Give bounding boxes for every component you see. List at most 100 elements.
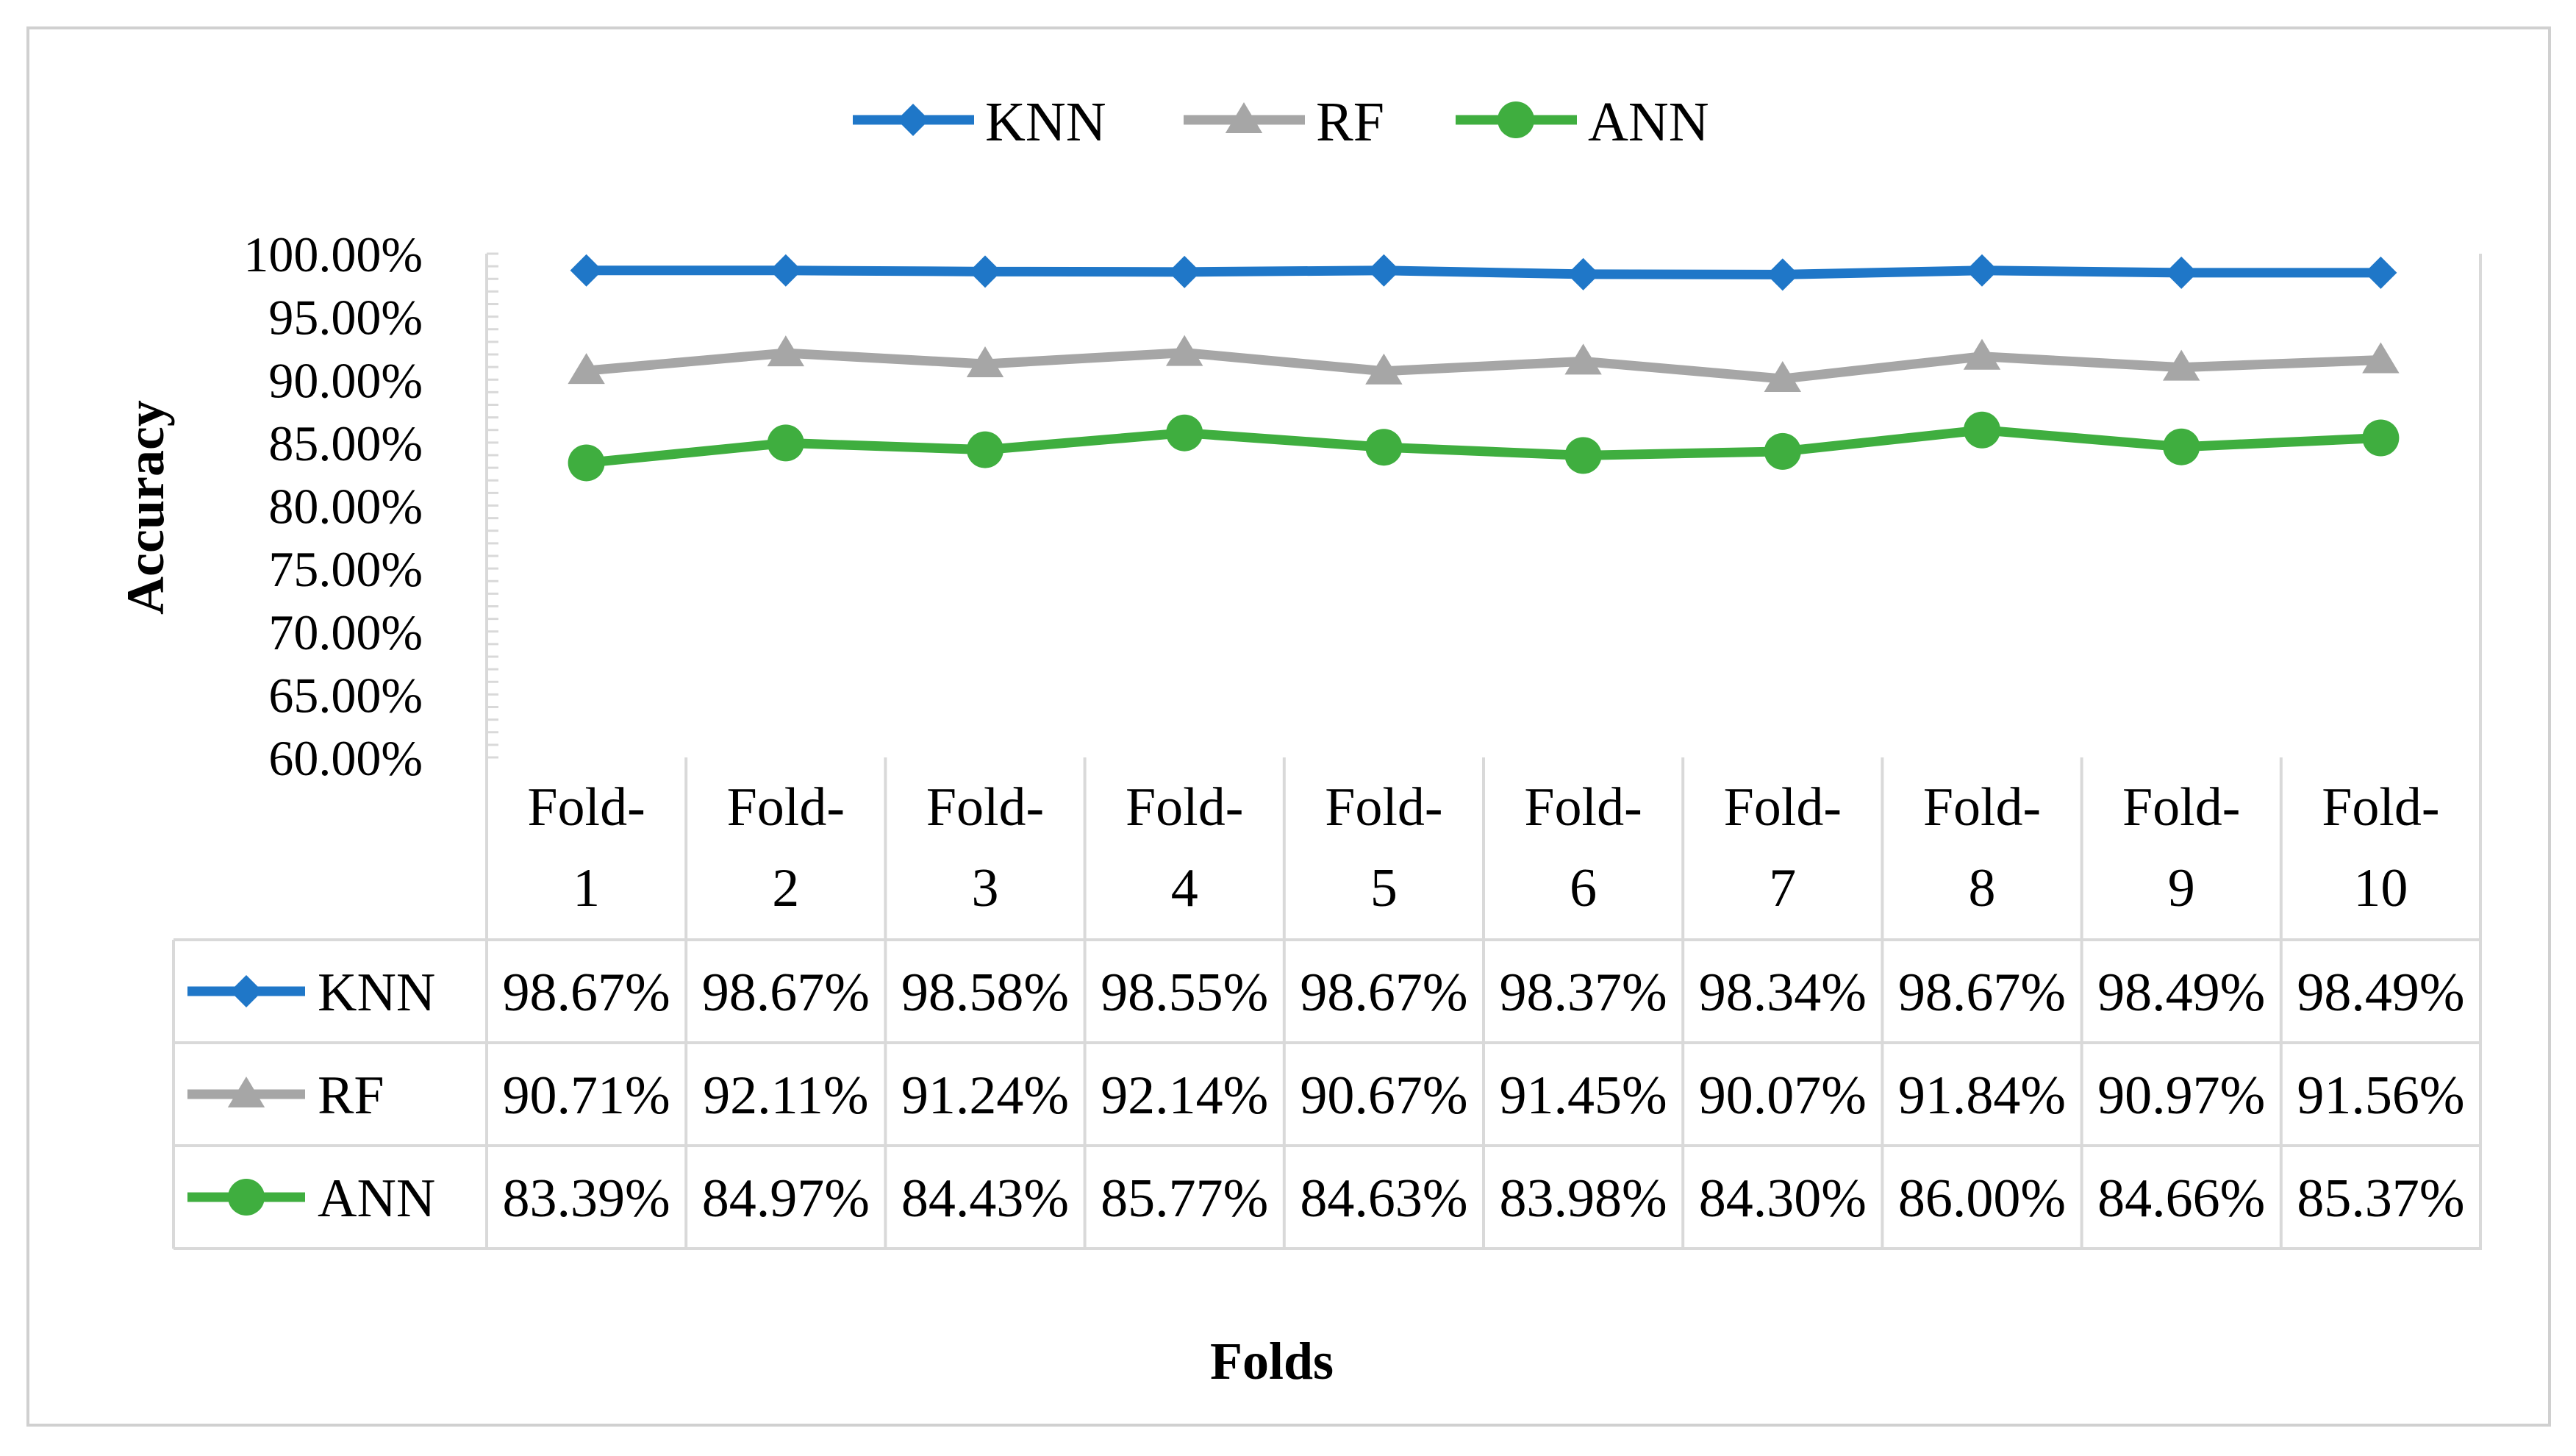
y-tick-label: 100.00% — [243, 226, 423, 282]
table-cell-value: 84.43% — [901, 1168, 1069, 1229]
x-category-label: 8 — [1969, 858, 1996, 918]
table-cell-value: 98.34% — [1699, 963, 1867, 1023]
data-point-knn — [969, 255, 1001, 288]
y-tick-label: 80.00% — [268, 479, 423, 535]
x-axis-title: Folds — [1210, 1332, 1334, 1391]
y-tick-label: 70.00% — [268, 604, 423, 660]
data-point-knn — [2364, 256, 2397, 289]
table-cell-value: 84.30% — [1699, 1168, 1867, 1229]
table-cell-value: 83.39% — [503, 1168, 670, 1229]
x-category-label: Fold- — [1126, 777, 1243, 838]
data-point-rf — [1764, 361, 1801, 393]
table-cell-value: 85.77% — [1101, 1168, 1268, 1229]
table-cell-value: 92.11% — [703, 1066, 868, 1126]
table-cell-value: 98.55% — [1101, 963, 1268, 1023]
series-line-knn — [586, 265, 2381, 279]
x-category-label: 4 — [1171, 858, 1198, 918]
table-series-name: ANN — [318, 1168, 435, 1229]
x-category-label: 9 — [2168, 858, 2195, 918]
table-cell-value: 84.66% — [2097, 1168, 2265, 1229]
chart-border — [26, 26, 2551, 1427]
data-point-ann — [1166, 414, 1203, 452]
data-point-knn — [1966, 254, 1998, 287]
x-category-label: Fold- — [1724, 777, 1842, 838]
series-layer — [568, 254, 2400, 482]
table-cell-value: 98.67% — [1898, 963, 2066, 1023]
table-cell-value: 90.67% — [1300, 1066, 1467, 1126]
data-point-ann — [1365, 429, 1403, 466]
x-category-label: 1 — [573, 858, 600, 918]
data-point-rf — [966, 346, 1004, 378]
x-category-label: Fold- — [527, 777, 645, 838]
data-point-knn — [769, 254, 802, 287]
data-point-rf — [767, 335, 804, 367]
table-cell-value: 92.14% — [1101, 1066, 1268, 1126]
x-category-label: Fold- — [2322, 777, 2439, 838]
data-point-knn — [1567, 257, 1600, 290]
table-cell-value: 91.84% — [1898, 1066, 2066, 1126]
data-point-ann — [2163, 428, 2200, 465]
table-cell-value: 90.71% — [503, 1066, 670, 1126]
x-category-label: 7 — [1769, 858, 1796, 918]
x-category-label: 3 — [972, 858, 999, 918]
x-category-label: 2 — [772, 858, 799, 918]
x-category-label: 10 — [2353, 858, 2408, 918]
table-cell-value: 84.97% — [702, 1168, 870, 1229]
table-cell-value: 98.58% — [901, 963, 1069, 1023]
legend: KNN RF ANN — [853, 91, 1709, 153]
table-cell-value: 90.97% — [2097, 1066, 2265, 1126]
x-category-label: Fold- — [727, 777, 845, 838]
x-category-label: Fold- — [1923, 777, 2041, 838]
data-point-ann — [1564, 437, 1602, 474]
data-table: Fold- 1 Fold- 2 Fold- 3 Fold- 4 Fold- 5 Fold- 6 Fold… — [172, 777, 2480, 1250]
data-point-rf — [568, 353, 605, 385]
data-point-knn — [2165, 256, 2198, 289]
legend-key-marker — [1225, 102, 1263, 133]
series-line-ann — [585, 425, 2381, 468]
legend-label: RF — [1316, 91, 1384, 153]
x-category-label: Fold- — [926, 777, 1044, 838]
data-point-ann — [1964, 411, 2000, 449]
y-axis-title: Accuracy — [116, 400, 175, 615]
legend-label: ANN — [1588, 91, 1709, 153]
x-category-label: Fold- — [2122, 777, 2240, 838]
y-tick-label: 65.00% — [268, 667, 423, 723]
table-series-name: RF — [318, 1066, 384, 1126]
table-cell-value: 98.67% — [503, 963, 670, 1023]
table-cell-value: 90.07% — [1699, 1066, 1867, 1126]
y-tick-label: 90.00% — [268, 352, 423, 408]
y-tick-label: 75.00% — [268, 541, 423, 597]
legend-label: KNN — [985, 91, 1106, 153]
data-point-rf — [1564, 343, 1602, 375]
table-cell-value: 91.45% — [1500, 1066, 1667, 1126]
table-cell-value: 91.24% — [901, 1066, 1069, 1126]
table-cell-value: 83.98% — [1500, 1168, 1667, 1229]
data-point-rf — [2362, 342, 2400, 374]
legend-key-marker — [897, 104, 929, 136]
grid-lines — [485, 252, 2482, 1250]
table-cell-value: 98.67% — [702, 963, 870, 1023]
x-category-label: Fold- — [1325, 777, 1442, 838]
table-cell-value: 98.67% — [1300, 963, 1467, 1023]
data-point-ann — [767, 424, 804, 462]
x-category-label: 6 — [1570, 858, 1597, 918]
data-point-ann — [1764, 432, 1801, 470]
data-point-ann — [568, 444, 605, 482]
table-cell-value: 85.37% — [2297, 1168, 2464, 1229]
table-series-name: KNN — [318, 963, 435, 1023]
y-tick-label: 95.00% — [268, 290, 423, 346]
data-point-rf — [1365, 353, 1403, 385]
y-tick-label: 85.00% — [268, 415, 423, 471]
x-category-label: Fold- — [1524, 777, 1642, 838]
data-point-ann — [2362, 419, 2400, 457]
data-point-knn — [1367, 254, 1400, 287]
table-cell-value: 98.49% — [2097, 963, 2265, 1023]
y-tick-label: 60.00% — [268, 730, 423, 786]
data-point-rf — [1166, 335, 1203, 366]
table-cell-value: 86.00% — [1898, 1168, 2066, 1229]
table-legend-key-marker — [227, 1077, 265, 1107]
series-line-rf — [586, 348, 2381, 384]
data-point-knn — [570, 254, 603, 287]
